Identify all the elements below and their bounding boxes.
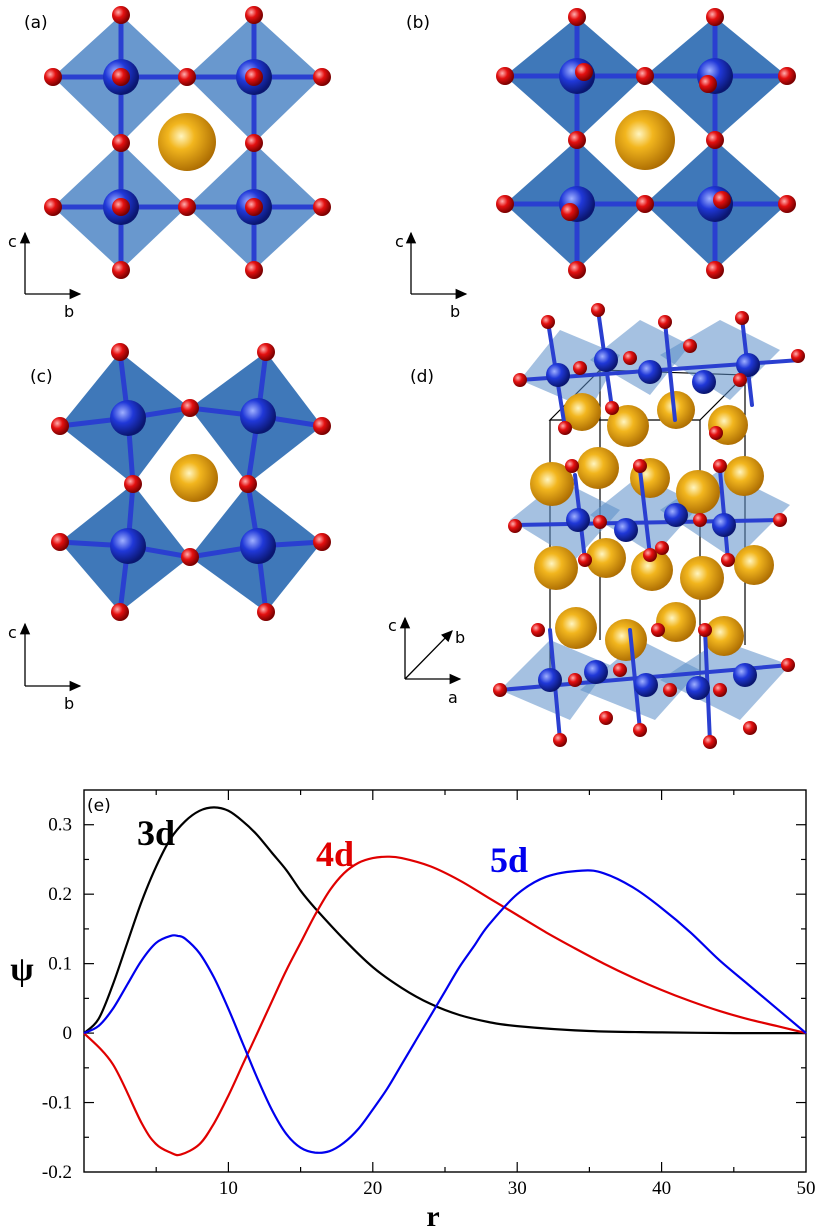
metal-atoms-c [110, 398, 276, 564]
a-site-atom-c [170, 454, 218, 502]
a-site-atom-b [615, 110, 675, 170]
panel-a-label: (a) [24, 13, 48, 33]
axis-b-a: b [64, 302, 74, 321]
y-tick-label: 0.1 [48, 954, 72, 975]
axes-indicator-b [405, 231, 468, 300]
axes-indicator-a [19, 231, 82, 300]
oxygen-atoms-c [51, 343, 331, 621]
series-label-4d: 4d [316, 834, 354, 874]
panel-b: (b) c b [395, 8, 796, 321]
panel-d: (d) [388, 303, 805, 749]
axis-c-b: c [395, 232, 404, 251]
plot-frame [83, 789, 807, 1173]
axis-c-d: c [388, 616, 397, 635]
series-line-3d [83, 806, 807, 1035]
oxygen-atoms-b [496, 8, 796, 279]
y-tick-label: -0.1 [42, 1093, 72, 1114]
x-tick-label: 30 [508, 1178, 527, 1199]
y-tick-label: 0 [63, 1023, 73, 1044]
axis-a-d: a [448, 688, 458, 707]
series-line-5d [83, 869, 807, 1154]
x-tick-label: 10 [219, 1178, 238, 1199]
series-line-4d [83, 855, 807, 1157]
panel-c: (c) c b [8, 343, 331, 713]
metal-atoms-d [538, 348, 760, 700]
axis-b-c: b [64, 694, 74, 713]
a-site-atom-a [158, 113, 216, 171]
series-label-5d: 5d [490, 840, 528, 880]
series-label-3d: 3d [137, 813, 175, 853]
x-tick-label: 50 [797, 1178, 816, 1199]
x-axis-title: r [426, 1200, 439, 1230]
axes-indicator-d [399, 616, 462, 685]
y-tick-label: 0.2 [48, 884, 72, 905]
panel-e-chart: (e) 10 20 30 40 50 -0.2 -0.1 0 0.1 0.2 0.3 3d 4d 5… [10, 789, 816, 1230]
panel-c-label: (c) [30, 367, 53, 387]
panel-e-label: (e) [87, 796, 111, 816]
x-tick-label: 20 [363, 1178, 382, 1199]
axis-b-b: b [450, 302, 460, 321]
axis-c-c: c [8, 623, 17, 642]
oxygen-atoms-d [493, 303, 805, 749]
axis-b-d: b [455, 628, 465, 647]
y-tick-label: -0.2 [42, 1162, 72, 1183]
panel-b-label: (b) [406, 13, 430, 33]
x-tick-label: 40 [652, 1178, 671, 1199]
y-axis-title: ψ [10, 951, 34, 988]
chart-series [83, 806, 807, 1157]
axes-indicator-c [19, 622, 82, 692]
panel-a: (a) c b [8, 6, 331, 321]
y-tick-label: 0.3 [48, 815, 72, 836]
panel-d-label: (d) [410, 367, 434, 387]
axis-ticks: 10 20 30 40 50 -0.2 -0.1 0 0.1 0.2 0.3 [42, 790, 816, 1199]
axis-c-a: c [8, 232, 17, 251]
oxygen-atoms-a [44, 6, 331, 279]
